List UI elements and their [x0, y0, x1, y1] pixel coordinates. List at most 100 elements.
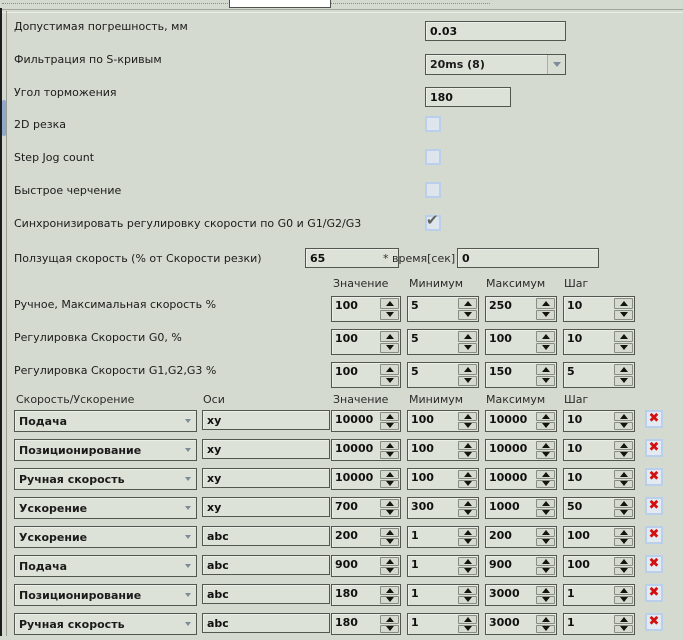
value-spinbox[interactable]: 100: [331, 329, 401, 355]
spin-up-button[interactable]: [458, 557, 477, 566]
max-spinbox[interactable]: 1000: [485, 497, 557, 519]
spin-up-button[interactable]: [536, 615, 555, 624]
spin-up-button[interactable]: [380, 586, 399, 595]
spin-up-button[interactable]: [536, 364, 555, 375]
spin-up-button[interactable]: [614, 470, 633, 479]
spin-up-button[interactable]: [380, 557, 399, 566]
spin-down-button[interactable]: [458, 566, 477, 575]
type-select[interactable]: Ручная скорость: [14, 613, 197, 635]
spin-down-button[interactable]: [380, 566, 399, 575]
type-select[interactable]: Ручная скорость: [14, 468, 197, 490]
spin-value[interactable]: 1: [567, 587, 575, 600]
spin-up-button[interactable]: [458, 586, 477, 595]
spin-down-button[interactable]: [380, 624, 399, 633]
spin-down-button[interactable]: [380, 508, 399, 517]
spin-down-button[interactable]: [536, 566, 555, 575]
min-spinbox[interactable]: 1: [407, 613, 479, 635]
spin-up-button[interactable]: [536, 412, 555, 421]
spin-up-button[interactable]: [380, 441, 399, 450]
delete-row-button[interactable]: ✖: [645, 497, 663, 515]
spin-up-button[interactable]: [380, 528, 399, 537]
max-spinbox[interactable]: 250: [485, 296, 557, 322]
axes-input[interactable]: abc: [202, 555, 330, 575]
axes-input[interactable]: xy: [202, 468, 330, 488]
spin-up-button[interactable]: [458, 412, 477, 421]
type-dropdown-button[interactable]: [179, 585, 196, 605]
spin-value[interactable]: 10000: [489, 413, 528, 426]
delete-row-button[interactable]: ✖: [645, 468, 663, 486]
spin-up-button[interactable]: [536, 586, 555, 595]
spin-value[interactable]: 300: [411, 500, 434, 513]
spin-down-button[interactable]: [380, 342, 399, 353]
step-spinbox[interactable]: 10: [563, 439, 635, 461]
step-spinbox[interactable]: 5: [563, 362, 635, 388]
spin-value[interactable]: 5: [411, 299, 419, 312]
spin-value[interactable]: 10000: [335, 442, 374, 455]
spin-value[interactable]: 150: [489, 365, 512, 378]
spin-down-button[interactable]: [614, 508, 633, 517]
spin-down-button[interactable]: [614, 421, 633, 430]
spin-value[interactable]: 250: [489, 299, 512, 312]
min-spinbox[interactable]: 300: [407, 497, 479, 519]
spin-down-button[interactable]: [380, 309, 399, 320]
spin-value[interactable]: 50: [567, 500, 583, 513]
value-spinbox[interactable]: 100: [331, 296, 401, 322]
spin-up-button[interactable]: [614, 615, 633, 624]
spin-up-button[interactable]: [380, 470, 399, 479]
spin-down-button[interactable]: [380, 537, 399, 546]
delete-row-button[interactable]: ✖: [645, 613, 663, 631]
min-spinbox[interactable]: 5: [407, 362, 479, 388]
cropped-entry-field[interactable]: [229, 0, 331, 8]
spin-up-button[interactable]: [614, 331, 633, 342]
spin-value[interactable]: 10000: [489, 471, 528, 484]
spin-up-button[interactable]: [536, 470, 555, 479]
spin-up-button[interactable]: [536, 528, 555, 537]
spin-value[interactable]: 100: [411, 442, 434, 455]
spin-down-button[interactable]: [614, 624, 633, 633]
type-dropdown-button[interactable]: [179, 614, 196, 634]
spin-value[interactable]: 10000: [489, 442, 528, 455]
spin-down-button[interactable]: [536, 342, 555, 353]
spin-up-button[interactable]: [536, 441, 555, 450]
type-select[interactable]: Ускорение: [14, 526, 197, 548]
spin-up-button[interactable]: [380, 364, 399, 375]
spin-down-button[interactable]: [614, 566, 633, 575]
min-spinbox[interactable]: 100: [407, 468, 479, 490]
spin-value[interactable]: 180: [335, 587, 358, 600]
spin-up-button[interactable]: [380, 412, 399, 421]
value-spinbox[interactable]: 10000: [331, 410, 401, 432]
spin-value[interactable]: 200: [489, 529, 512, 542]
spin-down-button[interactable]: [614, 537, 633, 546]
spin-down-button[interactable]: [458, 624, 477, 633]
spin-value[interactable]: 3000: [489, 587, 520, 600]
spin-down-button[interactable]: [536, 421, 555, 430]
max-spinbox[interactable]: 150: [485, 362, 557, 388]
type-select[interactable]: Ускорение: [14, 497, 197, 519]
step-spinbox[interactable]: 10: [563, 296, 635, 322]
spin-value[interactable]: 1000: [489, 500, 520, 513]
spin-value[interactable]: 3000: [489, 616, 520, 629]
spin-value[interactable]: 1: [411, 558, 419, 571]
axes-input[interactable]: xy: [202, 410, 330, 430]
spin-up-button[interactable]: [458, 499, 477, 508]
max-spinbox[interactable]: 10000: [485, 410, 557, 432]
step-spinbox[interactable]: 100: [563, 555, 635, 577]
spin-value[interactable]: 10: [567, 471, 583, 484]
spin-up-button[interactable]: [614, 412, 633, 421]
spin-up-button[interactable]: [614, 298, 633, 309]
spin-value[interactable]: 700: [335, 500, 358, 513]
spin-value[interactable]: 1: [411, 529, 419, 542]
spin-up-button[interactable]: [614, 441, 633, 450]
min-spinbox[interactable]: 5: [407, 329, 479, 355]
type-select[interactable]: Подача: [14, 410, 197, 432]
spin-down-button[interactable]: [614, 450, 633, 459]
value-spinbox[interactable]: 10000: [331, 468, 401, 490]
spin-value[interactable]: 10000: [335, 471, 374, 484]
type-dropdown-button[interactable]: [179, 469, 196, 489]
spin-up-button[interactable]: [614, 364, 633, 375]
delete-row-button[interactable]: ✖: [645, 555, 663, 573]
tolerance-input[interactable]: 0.03: [425, 21, 566, 41]
min-spinbox[interactable]: 100: [407, 439, 479, 461]
min-spinbox[interactable]: 100: [407, 410, 479, 432]
spin-up-button[interactable]: [536, 298, 555, 309]
